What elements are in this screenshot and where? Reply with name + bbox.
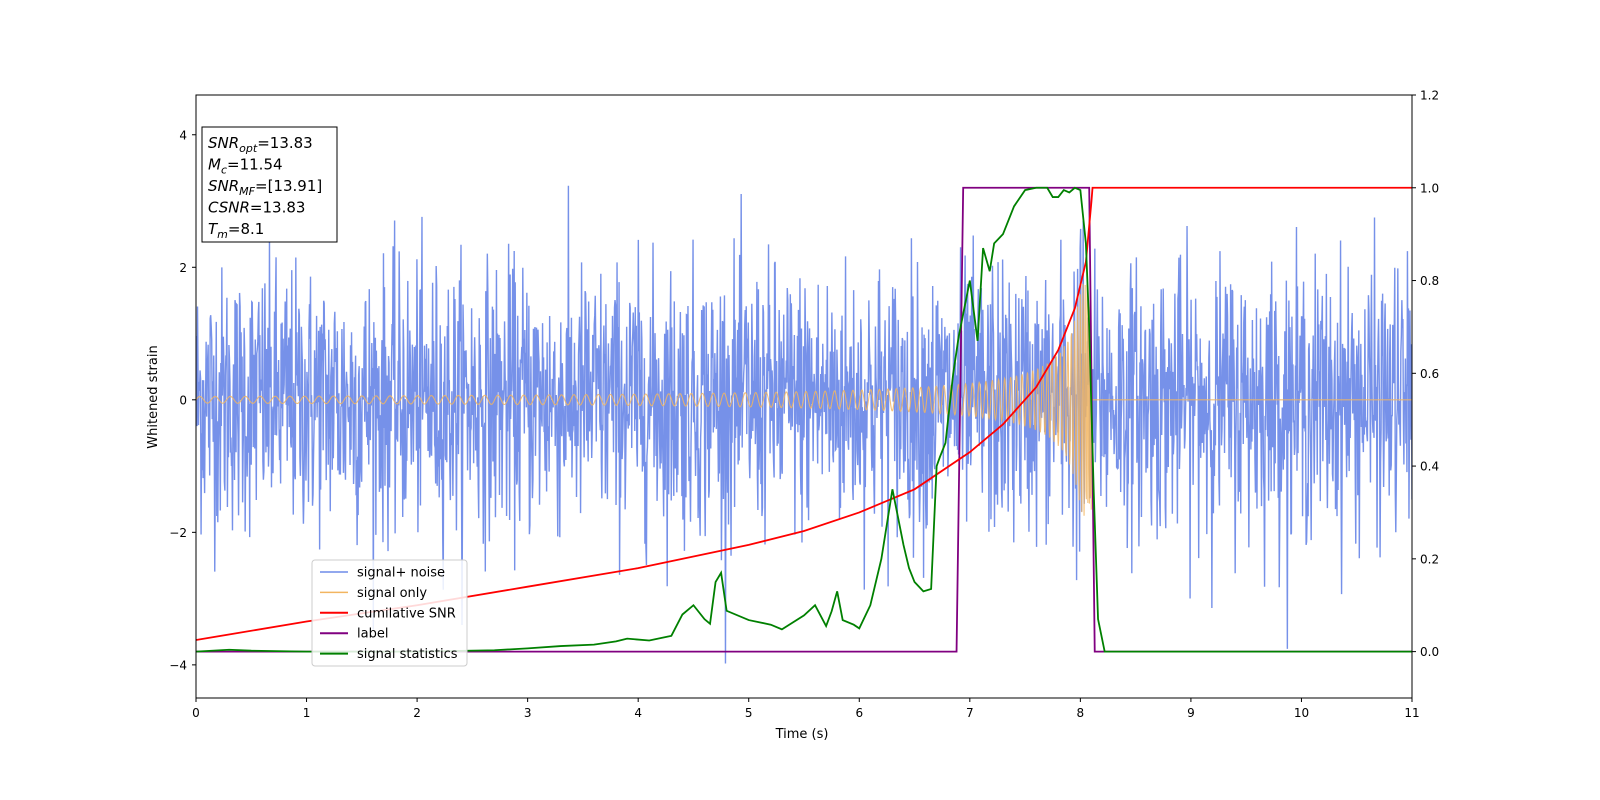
y-right-tick-label: 0.2: [1420, 552, 1439, 566]
x-axis-label: Time (s): [775, 727, 829, 742]
x-tick-label: 4: [634, 706, 642, 720]
series-signal-noise-line: [196, 185, 1412, 664]
annotation-line: Tm=8.1: [208, 220, 264, 241]
y-left-tick-label: −4: [169, 658, 187, 672]
annotation-line: SNRMF=[13.91]: [208, 177, 322, 198]
series-signal-statistics-line: [196, 186, 1412, 653]
legend-label: signal only: [357, 586, 427, 601]
y-right-tick-label: 0.0: [1420, 645, 1439, 659]
x-tick-label: 7: [966, 706, 974, 720]
legend-label: label: [357, 627, 388, 642]
x-tick-label: 6: [855, 706, 863, 720]
x-tick-label: 11: [1404, 706, 1419, 720]
y-axis-label: Whitened strain: [146, 345, 161, 448]
x-tick-label: 10: [1294, 706, 1309, 720]
legend-label: signal statistics: [357, 647, 458, 662]
y-right-tick-label: 0.4: [1420, 460, 1439, 474]
x-tick-label: 5: [745, 706, 753, 720]
x-tick-label: 2: [413, 706, 421, 720]
annotation-box: SNRopt=13.83Mc=11.54SNRMF=[13.91]CSNR=13…: [201, 126, 338, 243]
x-axis-ticks: 0 1 2 3 4 5 6 7 8 9 10 11: [192, 698, 1420, 720]
y-left-tick-label: 0: [179, 393, 187, 407]
series-layer: [196, 185, 1412, 664]
legend-label: cumilative SNR: [357, 606, 456, 621]
x-tick-label: 9: [1187, 706, 1195, 720]
x-tick-label: 0: [192, 706, 200, 720]
y-left-tick-label: 2: [179, 261, 187, 275]
x-tick-label: 8: [1077, 706, 1085, 720]
y-left-tick-label: 4: [179, 128, 187, 142]
plot-frame: [195, 94, 1413, 699]
legend: signal+ noise signal only cumilative SNR la…: [311, 559, 468, 667]
annotation-line: CSNR=13.83: [208, 199, 305, 217]
annotation-line: SNRopt=13.83: [208, 134, 313, 155]
y-left-axis-ticks: −4 −2 0 2 4: [169, 128, 196, 672]
y-right-tick-label: 1.2: [1420, 89, 1439, 103]
y-right-tick-label: 0.6: [1420, 367, 1439, 381]
y-right-tick-label: 1.0: [1420, 181, 1439, 195]
y-right-tick-label: 0.8: [1420, 274, 1439, 288]
y-left-tick-label: −2: [169, 526, 187, 540]
x-tick-label: 1: [303, 706, 311, 720]
x-tick-label: 3: [524, 706, 532, 720]
annotation-line: Mc=11.54: [208, 156, 283, 177]
legend-label: signal+ noise: [357, 566, 445, 581]
y-right-axis-ticks: 0.0 0.2 0.4 0.6 0.8 1.0 1.2: [1412, 89, 1439, 659]
series-signal-only-line: [196, 283, 1412, 516]
